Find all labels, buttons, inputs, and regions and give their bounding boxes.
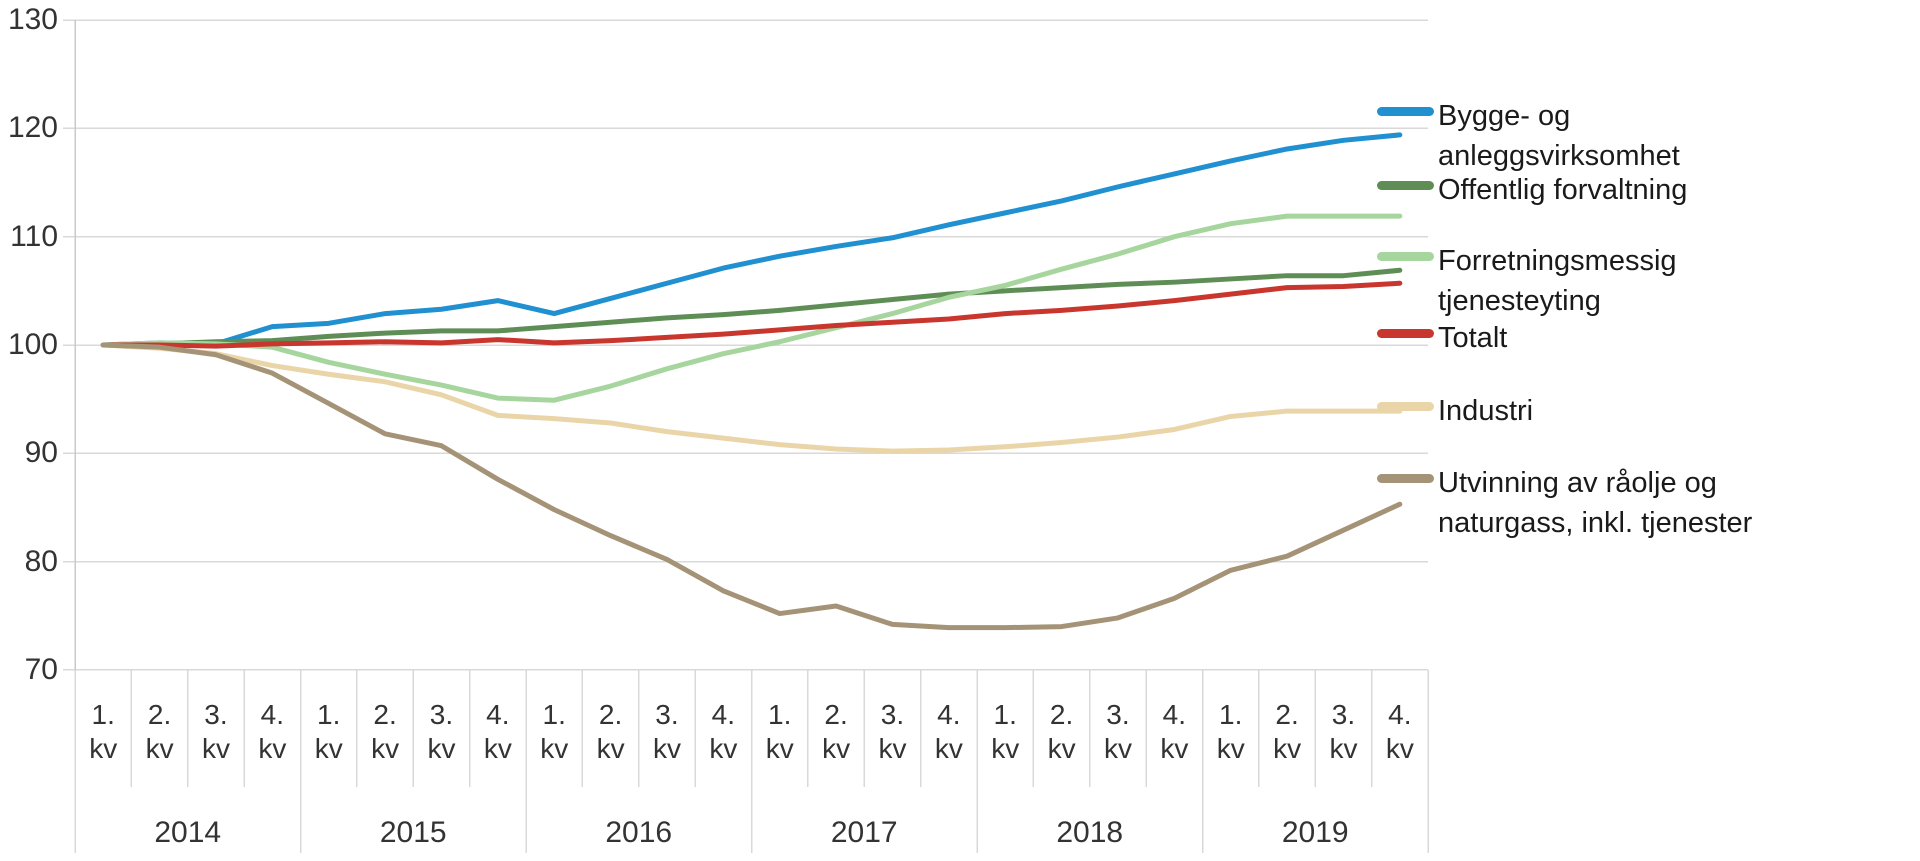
year-label: 2018 xyxy=(1056,816,1124,849)
quarter-label: 2. kv xyxy=(596,699,625,764)
legend-label-line: tjenesteyting xyxy=(1438,285,1601,317)
legend-line-swatch xyxy=(1377,107,1434,116)
quarter-label: 4. kv xyxy=(1160,699,1189,764)
legend-entry: Offentlig forvaltning xyxy=(1377,170,1687,210)
legend-label-line: Utvinning av råolje og xyxy=(1438,467,1717,499)
series-line-offentlig-forvaltning xyxy=(100,267,1403,348)
series-line-utvinning-av-r-olje-og-naturgass-inkl-tjenester xyxy=(100,342,1403,631)
year-label: 2015 xyxy=(379,816,447,849)
y-tick-label: 90 xyxy=(24,436,58,470)
legend-label: Bygge- og anleggsvirksomhet xyxy=(1438,96,1680,176)
year-label: 2016 xyxy=(605,816,673,849)
quarter-label: 1. kv xyxy=(1216,699,1245,764)
legend-line-swatch xyxy=(1377,181,1434,190)
quarter-label: 2. kv xyxy=(1273,699,1302,764)
legend-line-swatch xyxy=(1377,329,1434,338)
quarter-label: 4. kv xyxy=(1385,699,1414,764)
quarter-label: 1. kv xyxy=(991,699,1020,764)
quarter-label: 3. kv xyxy=(652,699,681,764)
legend-label: Offentlig forvaltning xyxy=(1438,170,1687,210)
quarter-label: 1. kv xyxy=(540,699,569,764)
y-tick-label: 80 xyxy=(24,544,58,578)
quarter-label: 1. kv xyxy=(89,699,118,764)
quarter-label: 4. kv xyxy=(934,699,963,764)
y-tick-label: 70 xyxy=(24,652,58,686)
legend-label-line: naturgass, inkl. tjenester xyxy=(1438,507,1753,539)
quarter-label: 2. kv xyxy=(145,699,174,764)
series-line-bygge-og-anleggsvirksomhet xyxy=(100,132,1403,348)
quarter-label: 4. kv xyxy=(709,699,738,764)
legend-label-line: Industri xyxy=(1438,395,1534,427)
legend-label-line: Offentlig forvaltning xyxy=(1438,174,1688,206)
legend-label: Forretningsmessig tjenesteyting xyxy=(1438,241,1677,321)
quarter-label: 1. kv xyxy=(765,699,794,764)
quarter-label: 3. kv xyxy=(878,699,907,764)
legend-entry: Industri xyxy=(1377,391,1533,431)
legend-entry: Bygge- og anleggsvirksomhet xyxy=(1377,96,1680,176)
quarter-label: 2. kv xyxy=(822,699,851,764)
legend-line-swatch xyxy=(1377,402,1434,411)
quarter-label: 3. kv xyxy=(1103,699,1132,764)
y-tick-label: 130 xyxy=(7,3,58,37)
quarter-label: 2. kv xyxy=(371,699,400,764)
y-tick-label: 100 xyxy=(7,328,58,361)
legend-entry: Utvinning av råolje og naturgass, inkl. … xyxy=(1377,463,1752,543)
quarter-label: 3. kv xyxy=(1329,699,1358,764)
y-tick-label: 110 xyxy=(10,219,58,253)
series-line-totalt xyxy=(100,280,1403,349)
quarter-label: 4. kv xyxy=(258,699,287,764)
year-label: 2017 xyxy=(830,816,898,849)
legend-label-line: Bygge- og xyxy=(1438,100,1571,132)
quarter-label: 3. kv xyxy=(427,699,456,764)
y-tick-label: 120 xyxy=(7,111,58,145)
quarter-label: 3. kv xyxy=(201,699,230,764)
legend-entry: Forretningsmessig tjenesteyting xyxy=(1377,241,1677,321)
quarter-label: 2. kv xyxy=(1047,699,1076,764)
legend-label-line: Totalt xyxy=(1438,322,1508,354)
legend-label: Utvinning av råolje og naturgass, inkl. … xyxy=(1438,463,1752,543)
legend-line-swatch xyxy=(1377,474,1434,483)
legend-entry: Totalt xyxy=(1377,318,1507,358)
quarter-label: 1. kv xyxy=(314,699,343,764)
year-label: 2014 xyxy=(154,816,222,849)
series-line-industri xyxy=(100,342,1403,454)
series-line-forretningsmessig-tjenesteyting xyxy=(100,213,1403,403)
legend-label-line: anleggsvirksomhet xyxy=(1438,140,1680,172)
legend-line-swatch xyxy=(1377,252,1434,261)
legend-label: Industri xyxy=(1438,391,1533,431)
year-label: 2019 xyxy=(1281,816,1349,849)
legend-label: Totalt xyxy=(1438,318,1507,358)
quarter-label: 4. kv xyxy=(483,699,512,764)
legend-label-line: Forretningsmessig xyxy=(1438,245,1677,277)
